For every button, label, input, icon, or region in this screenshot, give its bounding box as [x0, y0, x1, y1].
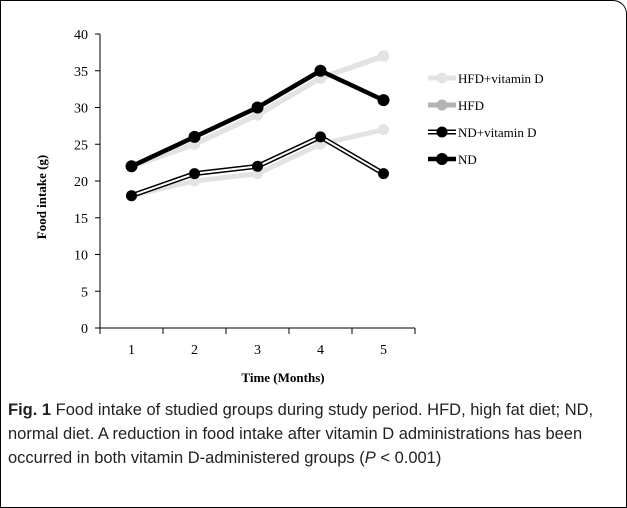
legend-swatch-marker	[436, 72, 448, 84]
y-tick-label: 40	[74, 28, 88, 43]
y-axis-ticks: 0 5 10 15 20 25 30 35 40	[74, 28, 100, 337]
x-axis-title: Time (Months)	[241, 370, 324, 385]
figure-caption: Fig. 1 Food intake of studied groups dur…	[8, 398, 613, 470]
x-tick-label: 2	[191, 343, 198, 358]
series-nd	[125, 64, 390, 173]
legend-swatch-marker	[436, 99, 448, 111]
data-point	[251, 101, 264, 114]
legend-item: HFD	[428, 98, 484, 113]
y-tick-label: 30	[74, 102, 88, 117]
p-value-letter: P	[364, 449, 376, 467]
y-tick-label: 25	[74, 138, 88, 153]
x-tick-label: 3	[254, 343, 261, 358]
legend-item: ND	[428, 152, 477, 167]
y-tick-label: 20	[74, 175, 88, 190]
legend-item: HFD+vitamin D	[428, 71, 544, 86]
data-point	[189, 168, 200, 180]
y-tick-label: 0	[81, 322, 88, 337]
series-layer	[125, 50, 390, 202]
legend-swatch-marker	[436, 153, 448, 165]
data-point	[126, 190, 137, 202]
legend-label: ND	[458, 152, 477, 167]
series-nd-vitamin-d	[126, 131, 389, 202]
x-tick-label: 4	[317, 343, 324, 358]
x-tick-label: 1	[128, 343, 135, 358]
y-tick-label: 10	[74, 249, 88, 264]
legend-label: HFD+vitamin D	[458, 71, 544, 86]
x-tick-label: 5	[380, 343, 387, 358]
data-point	[378, 168, 389, 180]
x-axis-ticks: 1 2 3 4 5	[99, 328, 416, 358]
caption-text: Food intake of studied groups during stu…	[8, 401, 594, 467]
data-point	[188, 130, 201, 143]
data-point	[125, 160, 138, 173]
legend-item: ND+vitamin D	[428, 125, 536, 140]
y-axis-title: Food intake (g)	[34, 155, 49, 240]
figure-label: Fig. 1	[8, 401, 52, 419]
legend-swatch-marker	[436, 126, 448, 138]
legend-label: ND+vitamin D	[458, 125, 536, 140]
y-tick-label: 5	[81, 285, 88, 300]
y-tick-label: 15	[74, 212, 88, 227]
data-point	[314, 64, 327, 77]
data-point	[252, 160, 263, 172]
caption-text-end: < 0.001)	[375, 449, 442, 467]
legend: HFD+vitamin D HFD ND+vitamin D ND	[428, 71, 544, 167]
data-point	[377, 94, 390, 107]
y-tick-label: 35	[74, 65, 88, 80]
data-point	[315, 131, 326, 143]
line-chart: 0 5 10 15 20 25 30 35 40 1 2 3 4 5 Food intake (g) T…	[34, 28, 544, 385]
data-point	[378, 124, 389, 136]
legend-label: HFD	[458, 98, 484, 113]
data-point	[378, 50, 389, 62]
